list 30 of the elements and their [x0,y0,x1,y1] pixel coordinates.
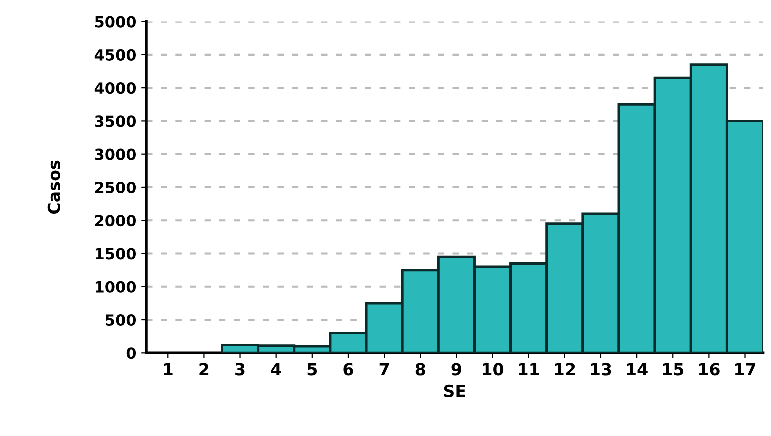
x-tick-label: 13 [591,363,612,376]
y-tick-label: 500 [106,314,136,326]
y-tick-label: 2500 [95,182,136,194]
x-tick-label: 14 [627,363,648,376]
y-tick-label: 3000 [95,148,136,160]
y-tick-label: 1500 [96,248,136,260]
y-axis-title: Casos [48,160,60,214]
x-tick-label: 3 [236,363,245,376]
x-tick-label: 8 [416,363,426,376]
x-tick-label: 11 [519,363,540,376]
x-tick-label: 2 [200,363,209,376]
y-tick-label: 2000 [95,215,136,227]
x-tick-label: 15 [663,363,684,376]
y-tick-label: 3500 [95,116,136,128]
x-tick-label: 6 [344,363,354,376]
x-tick-label: 5 [308,363,318,376]
x-axis-title: SE [444,384,466,398]
y-tick-label: 1000 [96,281,136,293]
x-tick-label: 16 [699,363,720,376]
y-tick-label: 4500 [94,49,136,61]
x-tick-label: 9 [452,363,462,376]
y-tick-label: 5000 [95,16,136,28]
y-tick-label: 4000 [94,82,136,94]
x-tick-label: 1 [164,363,173,376]
x-tick-label: 12 [555,363,576,376]
x-tick-label: 4 [271,363,282,376]
y-tick-label: 0 [126,348,136,360]
x-tick-label: 17 [736,363,756,376]
x-tick-label: 7 [380,363,390,376]
x-tick-label: 10 [483,363,504,376]
